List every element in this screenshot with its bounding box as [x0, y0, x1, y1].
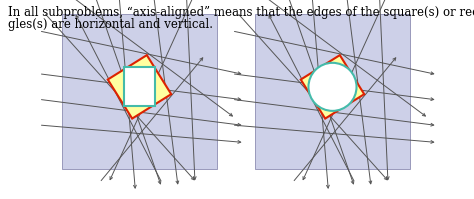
Polygon shape: [301, 55, 364, 119]
Text: gles(s) are horizontal and vertical.: gles(s) are horizontal and vertical.: [8, 18, 213, 31]
Bar: [62, 14, 217, 169]
Bar: [124, 67, 155, 106]
Polygon shape: [108, 55, 171, 119]
Text: In all subproblems, “axis-aligned” means that the edges of the square(s) or rect: In all subproblems, “axis-aligned” means…: [8, 6, 474, 19]
Bar: [255, 14, 410, 169]
Circle shape: [309, 63, 356, 111]
